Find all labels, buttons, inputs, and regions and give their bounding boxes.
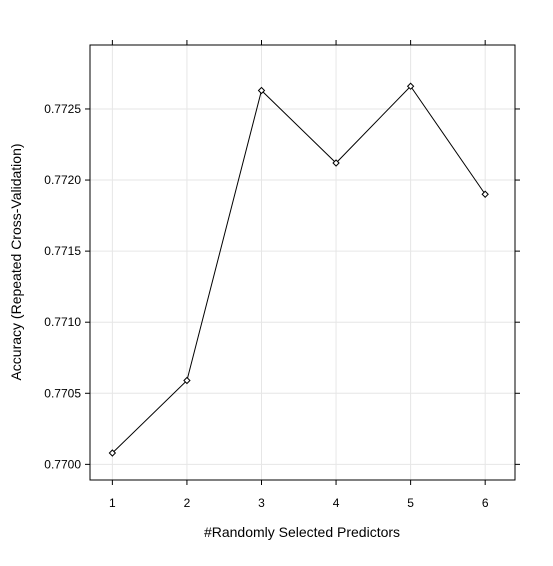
- x-tick-label: 4: [333, 496, 340, 510]
- x-tick-label: 2: [184, 496, 191, 510]
- tick-marks: [85, 40, 520, 485]
- y-tick-label: 0.7705: [44, 386, 81, 400]
- series-line: [112, 85, 486, 454]
- x-tick-label: 1: [109, 496, 116, 510]
- data-point-marker: [108, 449, 117, 457]
- data-point-marker: [257, 86, 266, 95]
- data-point-marker: [406, 82, 415, 90]
- y-tick-label: 0.7725: [44, 102, 81, 116]
- x-axis-title: #Randomly Selected Predictors: [204, 524, 400, 540]
- y-axis-title: Accuracy (Repeated Cross-Validation): [8, 143, 24, 380]
- y-tick-label: 0.7720: [44, 173, 81, 187]
- data-points: [108, 82, 489, 457]
- data-point-marker: [183, 376, 191, 385]
- y-tick-label: 0.7700: [44, 457, 81, 471]
- x-tick-label: 6: [482, 496, 489, 510]
- x-tick-label: 3: [258, 496, 265, 510]
- data-point-marker: [481, 190, 489, 198]
- x-tick-label: 5: [407, 496, 414, 510]
- y-tick-label: 0.7710: [44, 315, 81, 329]
- y-tick-labels: 0.7700 0.7705 0.7710 0.7715 0.7720 0.7725: [44, 102, 81, 471]
- gridlines: [90, 45, 515, 480]
- data-point-marker: [332, 159, 340, 167]
- plot-frame: [89, 44, 516, 481]
- y-tick-label: 0.7715: [44, 244, 81, 258]
- x-tick-labels: 1 2 3 4 5 6: [109, 496, 489, 510]
